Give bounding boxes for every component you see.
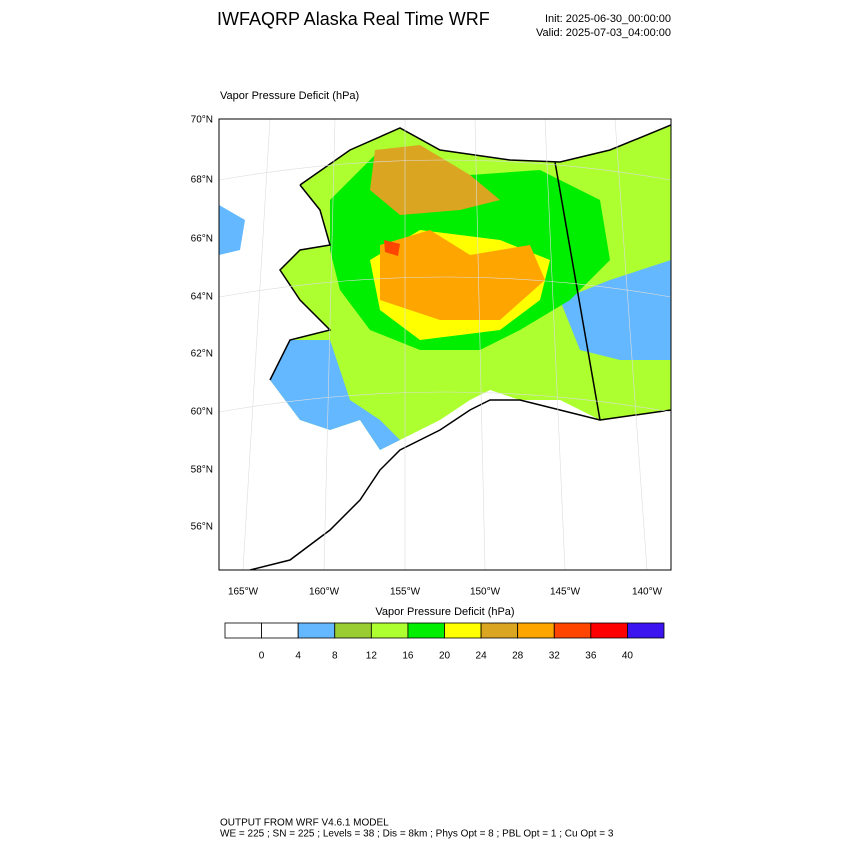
colorbar-tick-label: 8 bbox=[332, 651, 338, 662]
map-label: Vapor Pressure Deficit (hPa) bbox=[220, 90, 359, 102]
colorbar-box bbox=[407, 622, 445, 639]
graticule bbox=[219, 119, 671, 570]
lat-label: 66°N bbox=[191, 234, 213, 245]
colorbar-tick-label: 40 bbox=[622, 651, 634, 662]
colorbar-tick-label: 36 bbox=[585, 651, 597, 662]
colorbar: 0 4 8 12 16 20 24 28 32 36 40 bbox=[224, 622, 665, 662]
coastline bbox=[249, 124, 671, 570]
colorbar-box bbox=[553, 622, 592, 639]
init-time: Init: 2025-06-30_00:00:00 bbox=[545, 13, 671, 25]
colorbar-tick-label: 24 bbox=[476, 651, 488, 662]
colorbar-tick-label: 16 bbox=[402, 651, 414, 662]
colorbar-box bbox=[444, 622, 482, 639]
colorbar-box bbox=[224, 622, 262, 639]
wet-area bbox=[560, 260, 671, 360]
colorbar-box bbox=[370, 622, 409, 639]
colorbar-box bbox=[297, 622, 336, 639]
footer-line: WE = 225 ; SN = 225 ; Levels = 38 ; Dis … bbox=[220, 829, 614, 840]
colorbar-title: Vapor Pressure Deficit (hPa) bbox=[375, 606, 514, 618]
lat-label: 64°N bbox=[191, 292, 213, 303]
colorbar-box bbox=[517, 622, 555, 639]
lat-label: 62°N bbox=[191, 349, 213, 360]
lon-label: 140°W bbox=[632, 587, 663, 598]
lon-label: 155°W bbox=[390, 587, 421, 598]
lat-label: 60°N bbox=[191, 407, 213, 418]
lat-label: 58°N bbox=[191, 465, 213, 476]
footer-line: OUTPUT FROM WRF V4.6.1 MODEL bbox=[220, 818, 389, 829]
lon-label: 150°W bbox=[470, 587, 501, 598]
colorbar-tick-label: 32 bbox=[549, 651, 561, 662]
title: IWFAQRP Alaska Real Time WRF bbox=[217, 9, 490, 29]
colorbar-tick-label: 12 bbox=[366, 651, 378, 662]
gulf bbox=[440, 400, 671, 570]
map-frame bbox=[218, 118, 672, 571]
axis-labels: 70°N 68°N 66°N 64°N 62°N 60°N 58°N 56°N 165°W 160… bbox=[191, 115, 663, 598]
wet-area bbox=[270, 340, 400, 450]
lat-label: 68°N bbox=[191, 175, 213, 186]
lat-label: 70°N bbox=[191, 115, 213, 126]
land bbox=[219, 205, 245, 255]
valid-time: Valid: 2025-07-03_04:00:00 bbox=[536, 27, 671, 39]
colorbar-tick-label: 20 bbox=[439, 651, 451, 662]
map: 70°N 68°N 66°N 64°N 62°N 60°N 58°N 56°N 165°W 160… bbox=[191, 115, 672, 598]
colorbar-box bbox=[261, 622, 299, 639]
colorbar-tick-label: 4 bbox=[295, 651, 301, 662]
very-hot-area bbox=[380, 230, 545, 320]
colorbar-box bbox=[627, 622, 665, 639]
lon-label: 145°W bbox=[550, 587, 581, 598]
hottest-area bbox=[384, 240, 400, 256]
colorbar-box bbox=[480, 622, 519, 639]
colorbar-box bbox=[334, 622, 372, 639]
lon-label: 165°W bbox=[228, 587, 259, 598]
colorbar-tick-label: 28 bbox=[512, 651, 524, 662]
colorbar-box bbox=[590, 622, 628, 639]
lon-label: 160°W bbox=[309, 587, 340, 598]
colorbar-tick-label: 0 bbox=[259, 651, 265, 662]
lat-label: 56°N bbox=[191, 522, 213, 533]
hot-area bbox=[370, 145, 500, 215]
